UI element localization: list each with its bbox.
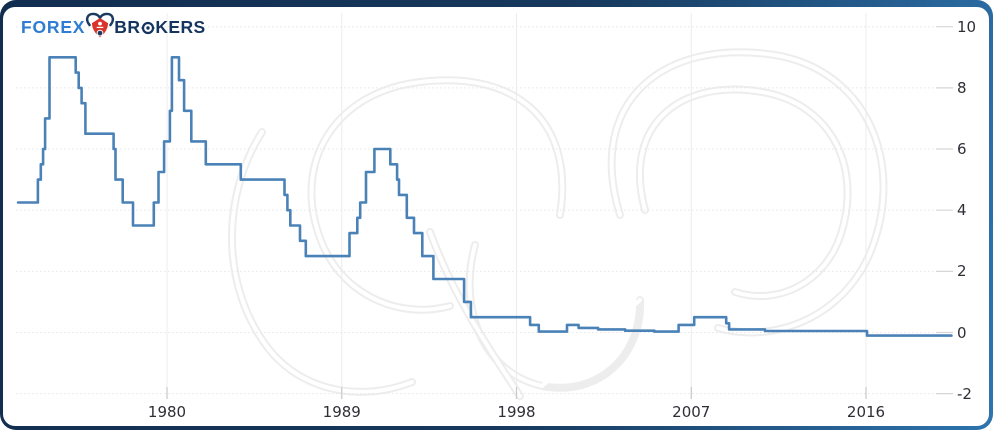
y-tick-label: 8 bbox=[957, 78, 967, 97]
x-tick-label: 2016 bbox=[846, 403, 886, 421]
y-tick-label: 4 bbox=[957, 201, 967, 220]
y-tick-label: 2 bbox=[957, 262, 967, 281]
x-tick-label: 1998 bbox=[497, 403, 536, 421]
brand-forex-text: FOREX bbox=[21, 17, 86, 37]
y-tick-label: 10 bbox=[957, 17, 977, 36]
rate-line-path bbox=[16, 56, 953, 337]
brand-brokers-text: BR KERS bbox=[114, 17, 206, 37]
bull-watermark bbox=[228, 48, 888, 400]
x-tick-label: 1980 bbox=[147, 403, 187, 421]
rate-line-series bbox=[16, 56, 953, 337]
y-tick-label: -2 bbox=[957, 384, 972, 403]
x-tick-label: 2007 bbox=[672, 403, 711, 421]
y-tick-label: 6 bbox=[957, 140, 967, 159]
x-tick-label: 1989 bbox=[322, 403, 361, 421]
y-tick-label: 0 bbox=[957, 323, 967, 342]
bull-icon bbox=[86, 12, 115, 38]
gridlines bbox=[16, 13, 953, 399]
brand-logo: FOREX BR KERS bbox=[21, 12, 206, 38]
stylized-o-icon bbox=[141, 21, 155, 34]
